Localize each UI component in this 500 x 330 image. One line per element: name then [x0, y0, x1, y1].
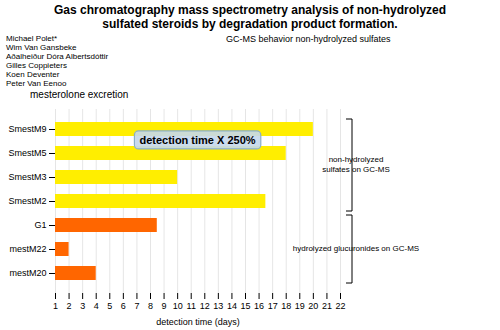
- svg-text:19: 19: [295, 301, 305, 311]
- svg-text:10: 10: [173, 301, 183, 311]
- svg-text:13: 13: [213, 301, 223, 311]
- svg-text:15: 15: [240, 301, 250, 311]
- html-text:mesterolone excretion: mesterolone excretion: [30, 89, 129, 100]
- svg-text:5: 5: [107, 301, 112, 311]
- svg-text:12: 12: [200, 301, 210, 311]
- svg-text:SmestM5: SmestM5: [8, 148, 46, 158]
- svg-text:22: 22: [335, 301, 345, 311]
- svg-text:non-hydrolyzedsulfates on GC-M: non-hydrolyzedsulfates on GC-MS: [322, 156, 390, 174]
- svg-text:2: 2: [67, 301, 72, 311]
- svg-text:detection time (days): detection time (days): [156, 317, 240, 327]
- html-text:GC-MS behavior non-hydrolyzed: GC-MS behavior non-hydrolyzed sulfates: [226, 34, 391, 44]
- svg-text:SmestM2: SmestM2: [8, 196, 46, 206]
- svg-text:7: 7: [134, 301, 139, 311]
- svg-text:SmestM3: SmestM3: [8, 172, 46, 182]
- svg-text:6: 6: [121, 301, 126, 311]
- svg-text:mestM20: mestM20: [9, 268, 46, 278]
- svg-text:14: 14: [227, 301, 237, 311]
- svg-text:17: 17: [268, 301, 278, 311]
- svg-text:mestM22: mestM22: [9, 244, 46, 254]
- svg-text:16: 16: [254, 301, 264, 311]
- svg-text:21: 21: [322, 301, 332, 311]
- svg-text:20: 20: [308, 301, 318, 311]
- svg-text:1: 1: [53, 301, 58, 311]
- html-text:Michael Polet*: Michael Polet*: [6, 34, 58, 43]
- html-text:Gas chromatography mass spectr: Gas chromatography mass spectrometry ana…: [53, 3, 447, 17]
- svg-text:4: 4: [94, 301, 99, 311]
- html-text:Gilles Coppieters: Gilles Coppieters: [6, 61, 67, 70]
- svg-text:SmestM9: SmestM9: [8, 124, 46, 134]
- svg-text:hydrolyzed glucuronides on GC-: hydrolyzed glucuronides on GC-MS: [293, 244, 419, 253]
- html-text:Wim Van Gansbeke: Wim Van Gansbeke: [6, 43, 77, 52]
- svg-text:G1: G1: [34, 220, 46, 230]
- svg-text:3: 3: [80, 301, 85, 311]
- svg-text:8: 8: [148, 301, 153, 311]
- html-text:Peter Van Eenoo: Peter Van Eenoo: [6, 79, 67, 88]
- svg-text:detection time X 250%: detection time X 250%: [139, 134, 255, 146]
- html-text:sulfated steroids by degradati: sulfated steroids by degradation product…: [102, 17, 398, 31]
- html-text:Koen Deventer: Koen Deventer: [6, 70, 60, 79]
- svg-text:9: 9: [162, 301, 167, 311]
- html-text:Aðalheiður Dóra Albertsdóttir: Aðalheiður Dóra Albertsdóttir: [6, 52, 109, 61]
- svg-text:11: 11: [187, 301, 196, 311]
- svg-text:18: 18: [281, 301, 291, 311]
